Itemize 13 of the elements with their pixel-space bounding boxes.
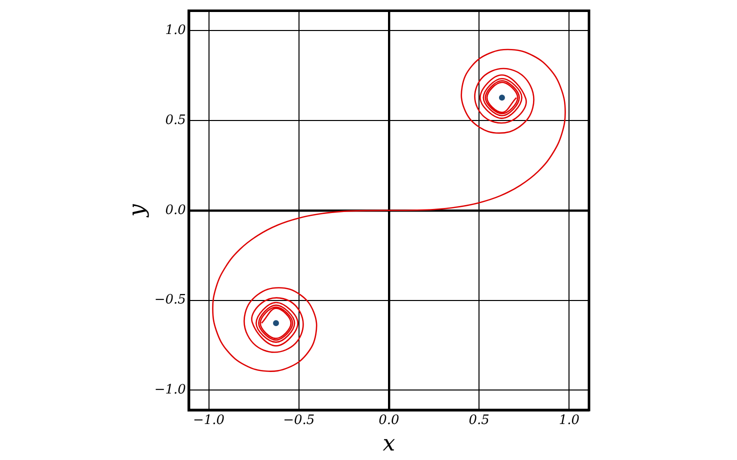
x-axis-title: x (382, 432, 396, 457)
x-tick-label: 1.0 (558, 413, 580, 428)
y-tick-label: −0.5 (154, 292, 186, 308)
x-tick-label: −0.5 (283, 413, 315, 428)
y-tick-label: 0.0 (165, 202, 186, 218)
line-series (212, 48, 566, 372)
y-tick-label: −1.0 (154, 382, 186, 398)
x-tick-label: −1.0 (193, 413, 225, 428)
x-tick-label: 0.0 (378, 413, 400, 428)
y-axis-title: y (124, 204, 150, 218)
y-tick-label: 1.0 (165, 22, 186, 38)
y-tick-label: 0.5 (165, 112, 186, 128)
x-tick-label: 0.5 (468, 413, 490, 428)
